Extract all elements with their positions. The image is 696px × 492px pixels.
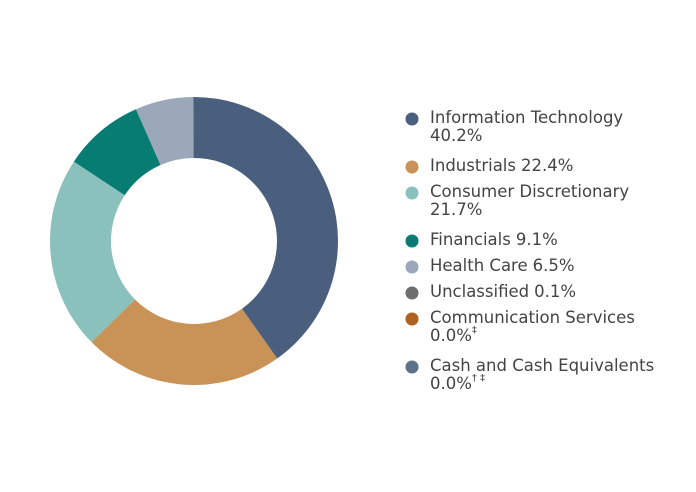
legend-label: Cash and Cash Equivalents 0.0%† ‡ [430,356,654,393]
legend-name: Cash and Cash Equivalents [430,356,654,375]
legend-label: Information Technology 40.2% [430,108,623,145]
donut-slice [49,161,135,343]
legend-name: Communication Services [430,308,635,327]
legend-value: 0.0% [430,326,472,345]
donut-slice [135,97,194,166]
legend-swatch [405,234,419,248]
legend-swatch [405,186,419,200]
footnote-marker: † ‡ [472,373,485,384]
legend-label: Industrials 22.4% [430,156,573,175]
legend-name: Consumer Discretionary [430,182,629,201]
legend-name: Industrials [430,156,516,175]
legend-label: Communication Services 0.0%‡ [430,308,635,345]
legend-value: 21.7% [430,200,482,219]
legend-value: 0.1% [534,282,576,301]
legend-swatch [405,286,419,300]
legend-value: 6.5% [533,256,575,275]
legend-swatch [405,360,419,374]
legend-swatch [405,112,419,126]
legend-name: Health Care [430,256,528,275]
legend-name: Financials [430,230,511,249]
legend-name: Information Technology [430,108,623,127]
legend-value: 40.2% [430,126,482,145]
legend-swatch [405,260,419,274]
legend-value: 22.4% [521,156,573,175]
legend-swatch [405,312,419,326]
donut-slice [194,97,338,359]
donut-slice [73,109,161,196]
legend-label: Health Care 6.5% [430,256,575,275]
legend-name: Unclassified [430,282,529,301]
legend-value: 0.0% [430,374,472,393]
legend-label: Financials 9.1% [430,230,558,249]
legend-swatch [405,160,419,174]
legend-value: 9.1% [516,230,558,249]
footnote-marker: ‡ [472,325,477,336]
legend-label: Unclassified 0.1% [430,282,576,301]
legend-label: Consumer Discretionary 21.7% [430,182,629,219]
donut-slice [91,299,278,385]
donut-slice [193,97,194,159]
